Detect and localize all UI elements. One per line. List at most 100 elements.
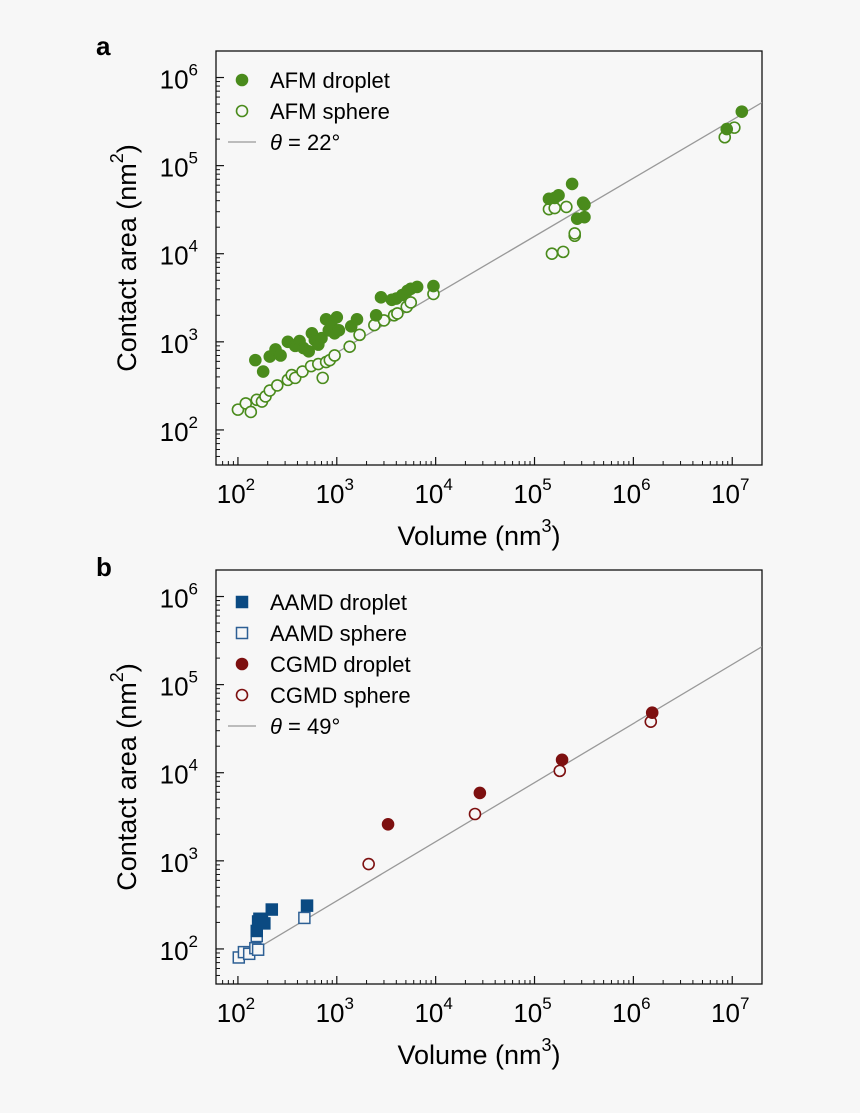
data-point [274,349,287,362]
data-point [332,324,346,337]
data-point [374,291,388,304]
y-tick-base: 10 [160,65,189,95]
data-point [249,353,262,367]
x-tick-exp: 3 [345,475,354,494]
legend-marker [235,657,249,671]
y-tick-exp: 5 [189,149,198,168]
legend-label: AFM droplet [270,68,390,93]
data-point [362,857,375,871]
data-point [381,817,395,831]
y-tick-exp: 6 [189,61,198,80]
data-point [369,309,383,322]
x-tick-label: 103 [316,475,354,509]
legend-marker [235,626,249,640]
y-tick-exp: 3 [189,844,198,863]
x-tick-label: 104 [414,994,452,1028]
data-point [244,405,258,419]
fit-line [237,646,762,961]
y-tick-base: 10 [160,936,189,966]
y-tick-label: 106 [160,61,198,95]
y-tick-base: 10 [160,153,189,183]
data-point [427,279,440,293]
x-tick-label: 106 [612,994,650,1028]
y-tick-label: 103 [160,844,198,878]
theta-value: = 22° [282,130,340,155]
data-point [645,706,659,720]
legend-marker [235,595,249,609]
legend-label: AAMD droplet [270,590,407,615]
x-tick-exp: 2 [246,994,255,1013]
y-tick-exp: 4 [189,756,198,775]
y-tick-base: 10 [160,672,189,702]
series-afm-droplet [249,105,749,378]
data-point [560,200,573,214]
y-tick-label: 103 [160,325,198,359]
legend-marker [235,688,249,702]
legend: AFM droplet AFM sphere θ = 22° [228,68,390,155]
data-point [410,280,424,294]
y-tick-label: 104 [160,756,198,790]
x-tick-label: 102 [217,994,255,1028]
theta-value: = 49° [282,714,340,739]
legend-label: AAMD sphere [270,621,407,646]
series-aamd-droplet [250,899,314,938]
data-point [568,227,582,240]
legend-label: CGMD droplet [270,652,411,677]
y-tick-label: 104 [160,237,198,271]
theta-symbol: θ [270,714,282,739]
data-point [330,310,344,324]
y-tick-exp: 5 [189,668,198,687]
data-point [298,911,311,925]
data-point [251,943,265,956]
x-tick-base: 10 [612,479,641,509]
data-point [350,313,364,326]
theta-symbol: θ [270,130,282,155]
data-point [256,365,270,378]
data-point [316,371,329,385]
x-tick-base: 10 [711,998,740,1028]
data-point [735,105,749,118]
x-tick-exp: 4 [443,994,452,1013]
x-tick-label: 102 [217,475,255,509]
y-tick-base: 10 [160,241,189,271]
x-tick-exp: 7 [740,994,749,1013]
x-tick-base: 10 [316,479,345,509]
data-point [391,307,404,320]
x-tick-label: 106 [612,475,650,509]
data-point [258,917,271,930]
x-tick-base: 10 [612,998,641,1028]
data-point [265,903,279,916]
y-axis-label: Contact area (nm2) [107,663,142,891]
series-afm-sphere [231,121,741,419]
x-tick-base: 10 [513,479,542,509]
y-tick-exp: 6 [189,580,198,599]
panel-b: b 102 103 104 105 106 107102103104105106AAMD … [96,552,763,1070]
x-tick-exp: 5 [542,994,551,1013]
x-tick-base: 10 [217,479,246,509]
data-point [468,807,482,821]
legend-marker [235,73,249,87]
data-point [555,753,569,767]
y-tick-label: 102 [160,413,198,447]
y-tick-exp: 4 [189,237,198,256]
y-tick-base: 10 [160,848,189,878]
data-point [578,198,591,212]
panel-label-b: b [96,552,112,582]
x-tick-label: 104 [414,475,452,509]
x-tick-base: 10 [414,998,443,1028]
legend-label: AFM sphere [270,99,390,124]
x-tick-label: 105 [513,475,551,509]
x-tick-label: 107 [711,994,749,1028]
data-point [578,210,591,224]
x-tick-exp: 4 [443,475,452,494]
x-tick-base: 10 [217,998,246,1028]
x-tick-label: 107 [711,475,749,509]
data-point [473,786,487,800]
y-tick-label: 106 [160,580,198,614]
y-tick-exp: 2 [189,932,198,951]
panel-label-a: a [96,31,111,61]
x-tick-base: 10 [513,998,542,1028]
data-point [343,340,356,354]
